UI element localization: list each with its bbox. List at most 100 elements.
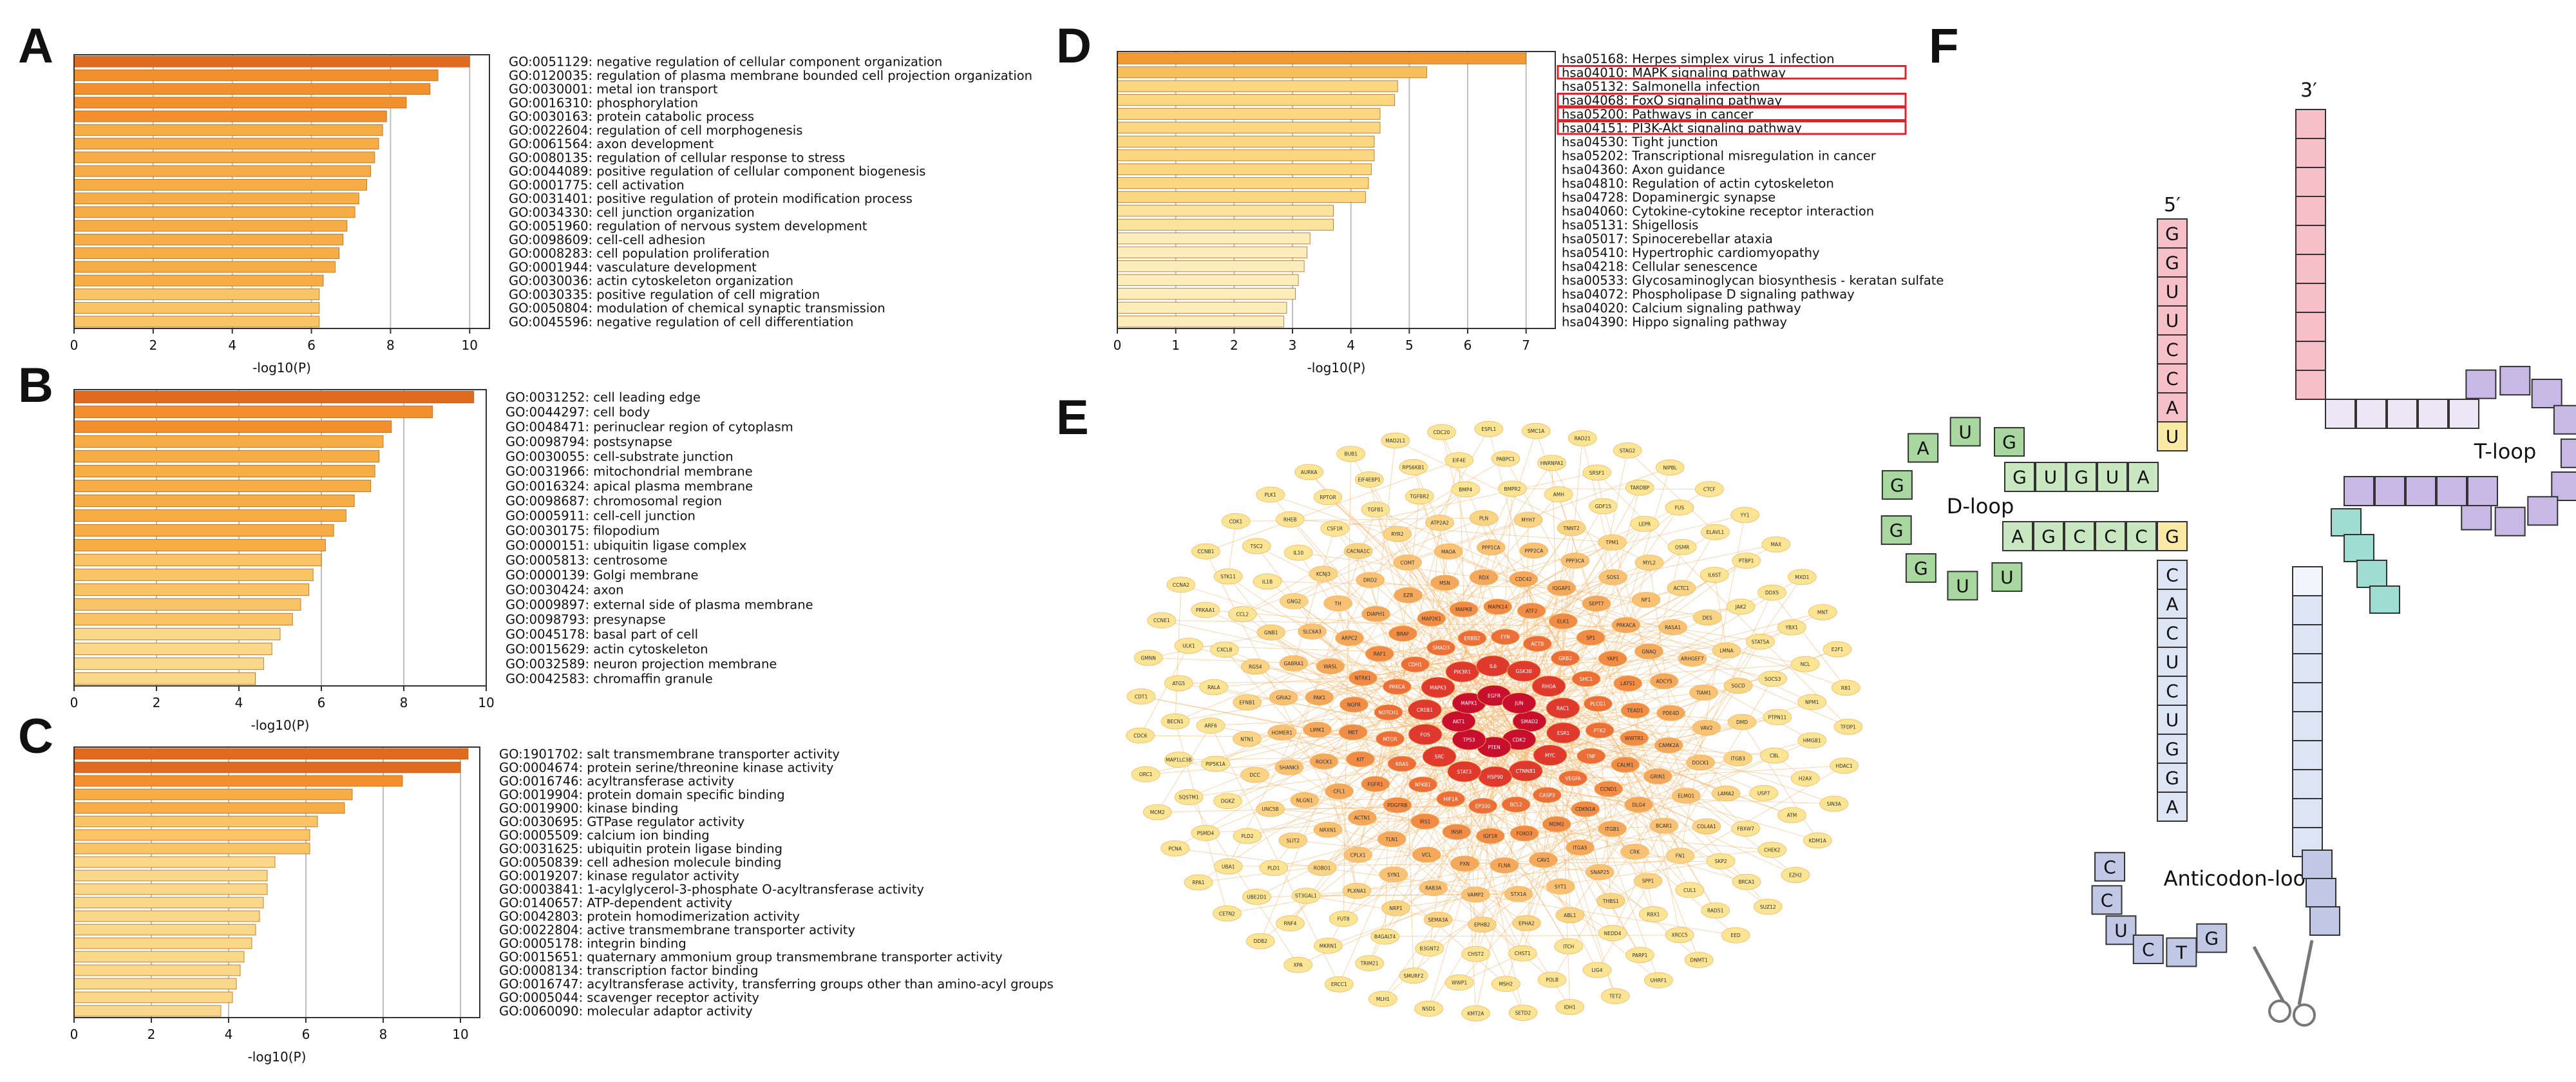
- bar-chart-b: GO:0031252: cell leading edgeGO:0044297:…: [70, 389, 813, 733]
- network-node-label: GMNN: [1141, 655, 1156, 661]
- nucleotide-letter: U: [2166, 710, 2179, 731]
- network-node: [1309, 565, 1338, 582]
- x-tick-label: 4: [1347, 337, 1355, 353]
- network-node-label: LATS1: [1620, 681, 1635, 687]
- network-node-label: CUL1: [1683, 887, 1696, 893]
- network-edge: [1215, 489, 1710, 764]
- d-loop-nucleotide: [1949, 417, 1981, 447]
- network-node: [1712, 642, 1741, 659]
- network-node: [1665, 499, 1694, 516]
- network-edge: [1385, 935, 1680, 937]
- network-node-label: BECN1: [1167, 719, 1184, 725]
- anticodon-loop-nucleotide: [2091, 885, 2123, 915]
- network-node: [1567, 430, 1597, 446]
- bar-label: GO:0031625: ubiquitin protein ligase bin…: [499, 842, 782, 857]
- network-node-label: FLNA: [1498, 863, 1511, 869]
- x-tick-label: 0: [70, 1027, 79, 1042]
- network-node: [1504, 886, 1533, 902]
- anticodon-stem-box: [2292, 798, 2323, 828]
- nucleotide-letter: U: [1956, 575, 1969, 596]
- network-node: [1307, 860, 1337, 877]
- network-node-label: EPHB2: [1474, 922, 1490, 928]
- network-node: [1191, 543, 1220, 560]
- acceptor-nucleotide: [2157, 247, 2188, 278]
- network-node: [1582, 595, 1611, 612]
- network-node: [1726, 598, 1756, 615]
- network-node-label: ITCH: [1563, 944, 1574, 949]
- network-node-label: BRCA1: [1738, 879, 1754, 885]
- variable-loop-box: [2369, 585, 2400, 614]
- network-node-label: LIG4: [1592, 967, 1603, 973]
- nucleotide-letter: G: [2002, 432, 2016, 453]
- network-node-label: MCM2: [1150, 810, 1165, 815]
- highlight-box: [1557, 106, 1907, 121]
- network-node: [1279, 593, 1309, 609]
- network-node-label: RPS6KB1: [1403, 464, 1425, 470]
- network-edge: [1343, 453, 1352, 919]
- network-node-label: MET: [1348, 730, 1358, 736]
- network-node-label: PPP1CA: [1482, 545, 1501, 551]
- network-node-label: SP1: [1586, 635, 1595, 641]
- bar-label: GO:0019207: kinase regulator activity: [499, 869, 739, 884]
- t-loop-box: [2560, 438, 2576, 468]
- d-loop-nucleotide: [1880, 515, 1912, 546]
- network-node-label: CCND1: [1600, 786, 1617, 792]
- network-node-label: MAOA: [1441, 549, 1456, 555]
- network-node-label: RGS4: [1249, 664, 1262, 670]
- x-tick-label: 0: [1113, 337, 1122, 353]
- network-node: [1611, 617, 1641, 633]
- network-node-label: SMAD2: [1521, 719, 1539, 725]
- nucleotide-letter: G: [1889, 520, 1904, 541]
- network-node: [1598, 534, 1627, 551]
- network-node: [1191, 602, 1220, 618]
- bar-label: GO:0004674: protein serine/threonine kin…: [499, 761, 833, 775]
- network-node-label: KCNJ3: [1316, 571, 1331, 577]
- anticodon-loop-nucleotide: [2132, 934, 2164, 964]
- network-node: [1325, 783, 1354, 800]
- network-node: [1700, 567, 1729, 583]
- network-edge: [1504, 758, 1738, 866]
- network-node-label: ELMO1: [1678, 793, 1694, 799]
- network-node-label: TRIM21: [1360, 961, 1379, 967]
- network-edge: [1309, 471, 1564, 734]
- network-node: [1444, 452, 1474, 468]
- network-node-label: YBX1: [1785, 625, 1798, 631]
- network-edge: [1407, 562, 1506, 638]
- network-node-label: PLN: [1479, 515, 1488, 521]
- network-node-label: MAP2K1: [1422, 616, 1442, 622]
- network-node-label: SGCD: [1731, 683, 1745, 689]
- network-node: [1723, 750, 1752, 766]
- network-node: [1831, 679, 1861, 696]
- network-node: [1656, 705, 1685, 721]
- x-tick-label: 2: [149, 337, 157, 353]
- x-axis-label: -log10(P): [248, 1049, 307, 1065]
- d-loop-nucleotide: [1991, 562, 2023, 592]
- network-edge: [1157, 725, 1211, 813]
- network-node-label: CDH1: [1408, 662, 1423, 668]
- x-tick-label: 2: [1230, 337, 1238, 353]
- bar-label: GO:0005178: integrin binding: [499, 936, 687, 951]
- network-node: [1582, 464, 1612, 481]
- network-node-label: FGFR1: [1368, 781, 1384, 787]
- network-node: [1476, 539, 1506, 556]
- network-node-label: RYR2: [1391, 531, 1404, 537]
- network-node: [1667, 538, 1697, 555]
- network-node: [1723, 678, 1753, 694]
- network-node: [1634, 643, 1663, 660]
- bar-label: hsa05410: Hypertrophic cardiomyopathy: [1562, 245, 1820, 260]
- nucleotide-letter: U: [2166, 281, 2179, 303]
- network-node: [1727, 714, 1757, 730]
- network-node-label: SMAD3: [1432, 645, 1450, 651]
- scissors-handle: [2293, 1003, 2316, 1027]
- nucleotide-letter: C: [2073, 526, 2086, 547]
- panel-label-e: E: [1056, 390, 1089, 445]
- network-node-label: NEDD4: [1604, 931, 1622, 936]
- network-edge: [1343, 770, 1526, 919]
- bar-label: GO:0030055: cell-substrate junction: [506, 450, 734, 464]
- network-node: [1631, 591, 1661, 608]
- network-node: [1571, 670, 1601, 687]
- network-node: [1434, 543, 1463, 560]
- bar-label: GO:0042803: protein homodimerization act…: [499, 909, 800, 924]
- network-node-label: PLD1: [1267, 865, 1280, 871]
